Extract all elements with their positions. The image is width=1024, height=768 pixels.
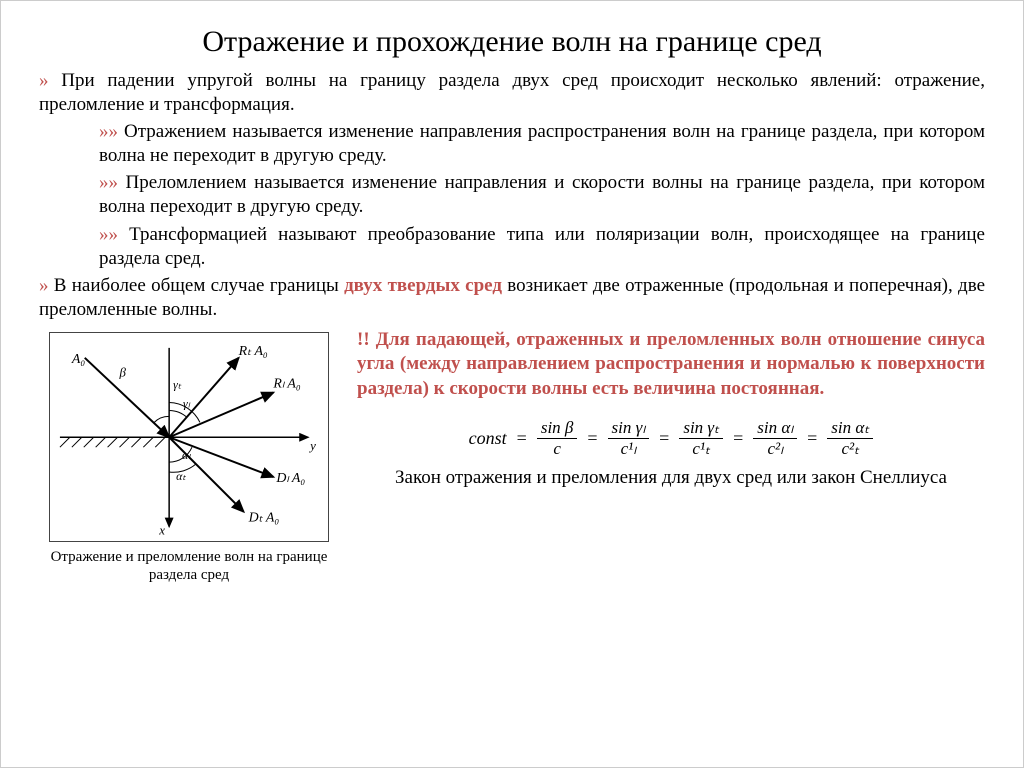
frac-num: sin β — [537, 419, 578, 439]
frac-den: c — [549, 439, 565, 458]
label-gl: γₗ — [183, 396, 191, 410]
frac-num: sin γₗ — [608, 419, 650, 439]
sub-text: Трансформацией называют преобразование т… — [99, 224, 985, 269]
frac-den: c¹ₗ — [617, 439, 640, 458]
label-RtA0: Rₜ A₀ — [238, 344, 268, 359]
frac-4: sin αₗc²ₗ — [753, 419, 797, 458]
emphasis-text: Для падающей, отраженных и преломленных … — [357, 329, 985, 399]
equals-sign: = — [517, 428, 527, 449]
bang-marker: !! — [357, 329, 370, 350]
slide-title: Отражение и прохождение волн на границе … — [39, 25, 985, 59]
formula-block: const = sin βc = sin γₗc¹ₗ = sin γₜc¹ₜ =… — [357, 419, 985, 458]
sub-bullet-1: »» Отражением называется изменение напра… — [39, 120, 985, 169]
frac-num: sin αₜ — [827, 419, 873, 439]
frac-den: c²ₗ — [763, 439, 786, 458]
diagram-svg: A₀ β γₜ γₗ Rₜ A₀ Rₗ A₀ αₗ αₜ Dₗ A₀ Dₜ A₀… — [50, 333, 328, 542]
label-at: αₜ — [176, 469, 186, 483]
formula-lhs: const — [469, 428, 507, 449]
label-RlA0: Rₗ A₀ — [272, 376, 300, 391]
right-column: !! Для падающей, отраженных и преломленн… — [349, 328, 985, 584]
label-beta: β — [119, 366, 127, 380]
frac-num: sin αₗ — [753, 419, 797, 439]
frac-num: sin γₜ — [679, 419, 723, 439]
equals-sign: = — [807, 428, 817, 449]
label-y: y — [308, 439, 316, 453]
sub-marker: »» — [99, 172, 118, 193]
bullet-marker: » — [39, 70, 49, 91]
sub-bullet-2: »» Преломлением называется изменение нап… — [39, 171, 985, 220]
equals-sign: = — [659, 428, 669, 449]
slide: Отражение и прохождение волн на границе … — [0, 0, 1024, 768]
emphasis-paragraph: !! Для падающей, отраженных и преломленн… — [357, 328, 985, 401]
bullet-marker: » — [39, 275, 49, 296]
frac-3: sin γₜc¹ₜ — [679, 419, 723, 458]
figure-caption: Отражение и преломление волн на границе … — [39, 548, 339, 584]
bullet-text-accent: двух твердых сред — [344, 275, 502, 296]
label-gt: γₜ — [173, 377, 182, 391]
bullet-1: » При падении упругой волны на границу р… — [39, 69, 985, 117]
bullet-2: » В наиболее общем случае границы двух т… — [39, 274, 985, 322]
equals-sign: = — [733, 428, 743, 449]
frac-1: sin βc — [537, 419, 578, 458]
frac-5: sin αₜc²ₜ — [827, 419, 873, 458]
lower-row: A₀ β γₜ γₗ Rₜ A₀ Rₗ A₀ αₗ αₜ Dₗ A₀ Dₜ A₀… — [39, 328, 985, 584]
label-x: x — [158, 523, 165, 537]
bullet-text-a: В наиболее общем случае границы — [49, 275, 345, 296]
bullet-text: При падении упругой волны на границу раз… — [39, 70, 985, 115]
figure-column: A₀ β γₜ γₗ Rₜ A₀ Rₗ A₀ αₗ αₜ Dₗ A₀ Dₜ A₀… — [39, 328, 349, 584]
label-DlA0: Dₗ A₀ — [275, 471, 305, 486]
frac-den: c²ₜ — [837, 439, 863, 458]
frac-den: c¹ₜ — [688, 439, 714, 458]
label-DtA0: Dₜ A₀ — [248, 511, 280, 526]
wave-diagram: A₀ β γₜ γₗ Rₜ A₀ Rₗ A₀ αₗ αₜ Dₗ A₀ Dₜ A₀… — [49, 332, 329, 542]
sub-marker: »» — [99, 121, 118, 142]
sub-marker: »» — [99, 224, 118, 245]
equals-sign: = — [587, 428, 597, 449]
frac-2: sin γₗc¹ₗ — [608, 419, 650, 458]
snell-formula: const = sin βc = sin γₗc¹ₗ = sin γₜc¹ₜ =… — [469, 419, 874, 458]
law-name: Закон отражения и преломления для двух с… — [357, 466, 985, 490]
label-al: αₗ — [182, 448, 191, 462]
sub-text: Преломлением называется изменение направ… — [99, 172, 985, 217]
sub-bullet-3: »» Трансформацией называют преобразовани… — [39, 223, 985, 272]
label-A0: A₀ — [71, 352, 85, 367]
sub-text: Отражением называется изменение направле… — [99, 121, 985, 166]
